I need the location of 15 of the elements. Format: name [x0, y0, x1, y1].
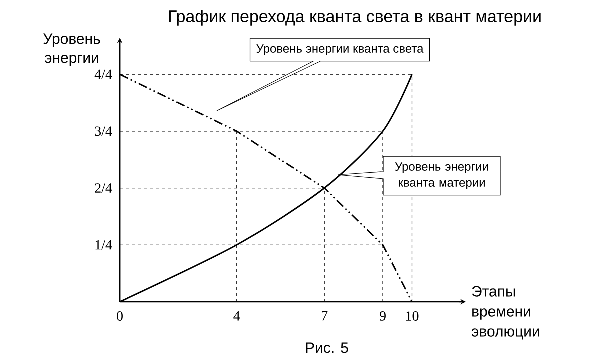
y-axis-title: Уровень энергии — [44, 34, 100, 66]
y-tick-label: 2/4 — [95, 184, 112, 193]
x-tick-label: 4 — [234, 312, 240, 321]
y-tick-label: 1/4 — [96, 240, 112, 250]
y-tick-label: 4/4 — [94, 70, 112, 80]
y-tick-label: 3/4 — [95, 126, 112, 136]
annotation: Уровень энергии кванта света — [256, 44, 424, 56]
chart-title: График перехода кванта света в квант материи — [169, 10, 541, 26]
x-tick-label: 7 — [322, 312, 328, 321]
x-tick-label: 0 — [117, 312, 123, 321]
x-axis-title: Этапы времени эволюции — [472, 286, 540, 340]
annotation: Уровень энергии кванта материи — [395, 162, 488, 190]
x-tick-label: 10 — [406, 312, 419, 321]
x-tick-label: 9 — [380, 312, 386, 321]
text: Рис. 5 — [306, 342, 348, 354]
